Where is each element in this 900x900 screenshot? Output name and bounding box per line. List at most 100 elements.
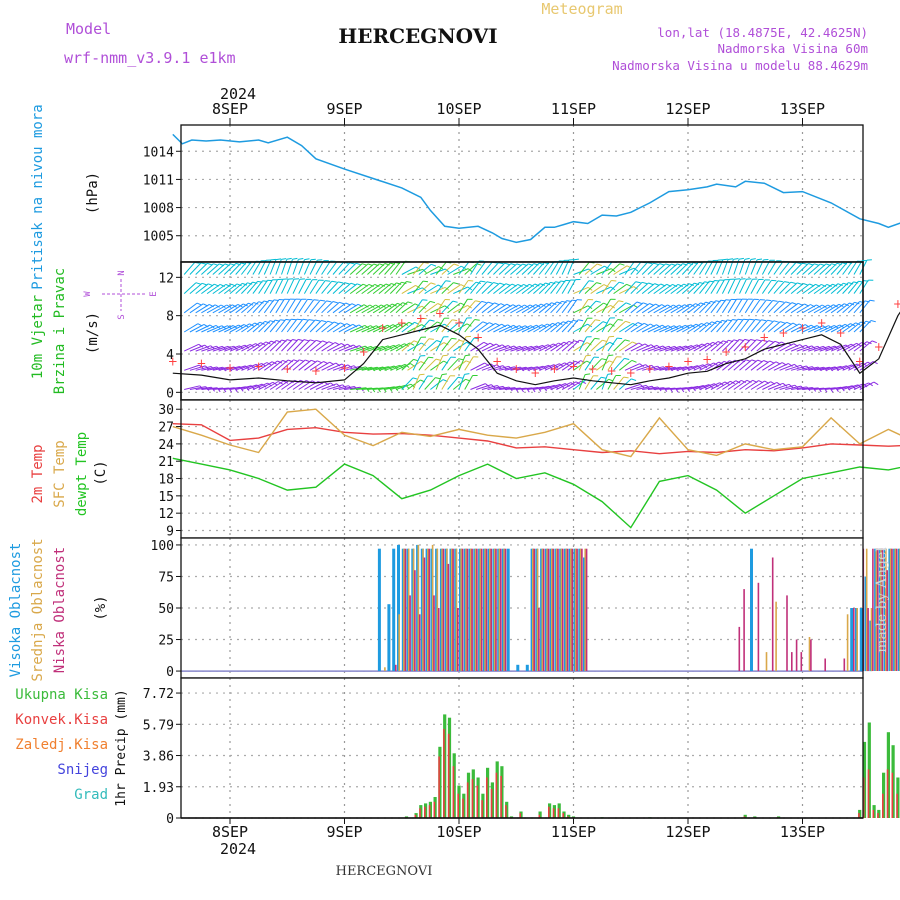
- wind-barb: [384, 302, 398, 314]
- wind-barb: [630, 343, 646, 352]
- cloud-bar: [532, 548, 534, 671]
- wind-barb: [481, 302, 495, 314]
- wind-barb-flag: [631, 378, 637, 381]
- wind-barb: [212, 325, 228, 333]
- wind-barb: [355, 263, 369, 275]
- wind-barb-flag: [233, 345, 238, 350]
- precip-conv-bar: [414, 814, 417, 818]
- wind-barb-flag: [849, 302, 855, 306]
- wind-barb: [235, 343, 251, 352]
- wind-barb: [613, 302, 627, 314]
- wind-barb-flag: [607, 373, 613, 375]
- precip-legend-graupel: Grad: [74, 787, 108, 803]
- wind-barb-flag: [761, 319, 767, 322]
- wind-barb: [687, 343, 703, 352]
- bottom-day-label: 9SEP: [326, 823, 362, 841]
- precip-y-tick-label: 0: [166, 812, 174, 827]
- precip-conv-bar: [481, 800, 483, 818]
- temperature-y-tick-label: 9: [166, 524, 174, 539]
- wind-barb: [636, 282, 649, 294]
- cloud-bar: [395, 664, 397, 672]
- wind-barb: [630, 302, 644, 314]
- wind-barb-flag: [464, 373, 470, 375]
- wind-barb-flag: [685, 345, 691, 350]
- wind-barb: [641, 324, 657, 333]
- wind-barb: [676, 303, 691, 314]
- wind-barb: [555, 280, 566, 294]
- wind-barb: [447, 339, 460, 352]
- wind-barb-flag: [780, 321, 786, 324]
- wind-barb-flag: [507, 324, 513, 329]
- wind-barb: [246, 362, 262, 371]
- wind-barb-flag: [784, 281, 790, 283]
- wind-barb: [470, 321, 484, 333]
- wind-barb: [659, 304, 674, 314]
- wind-barb: [401, 321, 415, 333]
- wind-barb: [344, 303, 359, 314]
- precip-conv-bar: [743, 816, 746, 818]
- wind-barb: [642, 386, 659, 390]
- wind-barb: [647, 283, 662, 295]
- wind-barb: [344, 283, 358, 294]
- wind-barb: [224, 345, 240, 352]
- wind-barb-flag: [648, 282, 654, 286]
- cloud-bar: [897, 548, 900, 671]
- wind-barb: [412, 262, 425, 275]
- wind-barb-flag: [632, 341, 638, 345]
- wind-barb: [573, 342, 588, 352]
- wind-barb-flag: [421, 342, 426, 346]
- wind-barb: [298, 339, 311, 352]
- top-time-axis: 2024 8SEP 9SEP 10SEP 11SEP 12SEP 13SEP: [212, 85, 825, 125]
- wind-barb: [596, 378, 610, 390]
- wind-barb-flag: [382, 345, 387, 350]
- wind-barb: [235, 282, 248, 294]
- wind-axis-subtitle: Brzina i Pravac: [52, 268, 68, 394]
- wind-barb: [453, 286, 469, 295]
- wind-barb: [258, 300, 270, 314]
- panel-wind: 12 8 4 0 + + + + + + + + + + + + + + + + + + + + + + + + + + + + + + + + + + +…: [158, 257, 900, 401]
- wind-barb: [830, 303, 845, 314]
- wind-barb-flag: [453, 282, 459, 285]
- wind-barb: [836, 282, 849, 294]
- wind-barb: [298, 359, 312, 371]
- wind-barb: [338, 344, 354, 352]
- wind-barb: [550, 341, 565, 352]
- cloud-bar: [875, 548, 878, 671]
- wind-barb: [659, 283, 673, 295]
- wind-barb: [361, 366, 378, 371]
- wind-barb-flag: [677, 283, 683, 287]
- precip-total-bar: [886, 732, 890, 818]
- wind-barb: [567, 360, 581, 371]
- wind-barb: [716, 279, 725, 294]
- wind-gust-marker: +: [492, 355, 502, 369]
- wind-barb: [727, 278, 736, 294]
- cloud-bar: [392, 548, 396, 671]
- wind-barb: [418, 263, 432, 275]
- precip-total-bar: [877, 809, 881, 818]
- wind-barb: [298, 299, 308, 314]
- wind-barb-flag: [578, 319, 584, 322]
- precip-conv-bar: [519, 813, 521, 818]
- wind-barb: [252, 300, 265, 314]
- cloud-bar: [885, 548, 887, 671]
- wind-barb-flag: [396, 282, 402, 285]
- wind-barb-flag: [286, 257, 292, 260]
- wind-barb-flag: [702, 364, 708, 369]
- temp-line-sfc-temp: [172, 408, 900, 458]
- wind-gust-marker: +: [817, 316, 827, 330]
- wind-barb: [441, 375, 451, 390]
- wind-barb: [355, 283, 370, 295]
- wind-barb: [521, 263, 535, 275]
- wind-barb: [784, 282, 798, 294]
- pressure-side-labels: Pritisak na nivou mora (hPa): [30, 104, 101, 289]
- cloud-bar: [457, 608, 459, 672]
- wind-barb: [847, 280, 859, 294]
- wind-barb: [613, 320, 626, 333]
- wind-barb-flag: [444, 323, 449, 328]
- wind-barb: [584, 282, 597, 294]
- wind-barb: [693, 322, 707, 333]
- wind-barb-flag: [802, 262, 808, 265]
- wind-barb: [275, 380, 290, 390]
- wind-barb-flag: [587, 323, 593, 328]
- wind-barb: [258, 361, 273, 371]
